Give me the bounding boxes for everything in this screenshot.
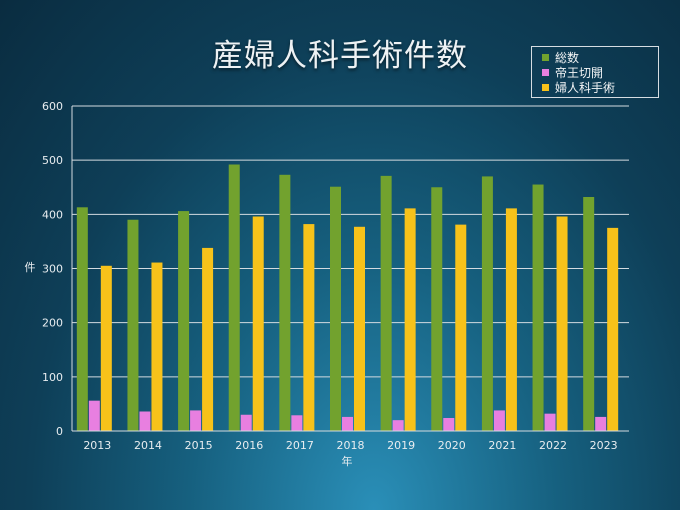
bar-gynecologic-2018 [354, 226, 365, 431]
bar-cesarean-2021 [493, 410, 505, 431]
bar-gynecologic-2022 [556, 216, 568, 431]
legend-item-total: 総数 [542, 50, 658, 65]
bar-gynecologic-2014 [151, 262, 163, 431]
bar-gynecologic-2021 [505, 208, 517, 431]
bar-total-2013 [76, 207, 88, 431]
bar-cesarean-2019 [392, 420, 404, 431]
bar-cesarean-2014 [139, 411, 151, 431]
legend-swatch-cesarean [542, 69, 549, 76]
bar-cesarean-2015 [190, 410, 202, 431]
x-axis-title: 年 [342, 454, 353, 468]
x-tick-label-2017: 2017 [286, 439, 314, 452]
y-tick-label-400: 400 [42, 208, 63, 221]
bar-gynecologic-2015 [202, 247, 214, 431]
x-tick-label-2023: 2023 [590, 439, 618, 452]
bars [76, 164, 619, 431]
axes: 0 100 200 300 400 500 600 2013 2014 2015 2016 2017 2… [42, 100, 629, 452]
bar-gynecologic-2019 [404, 208, 416, 431]
x-tick-label-2020: 2020 [438, 439, 466, 452]
bar-cesarean-2020 [443, 418, 455, 431]
bar-total-2019 [380, 175, 392, 431]
x-tick-label-2018: 2018 [337, 439, 365, 452]
bar-total-2017 [279, 174, 291, 431]
legend-swatch-total [542, 54, 549, 61]
bar-gynecologic-2020 [455, 224, 467, 431]
y-tick-label-100: 100 [42, 371, 63, 384]
bar-gynecologic-2017 [303, 224, 315, 431]
bar-gynecologic-2013 [100, 265, 112, 431]
legend-label-total: 総数 [555, 51, 580, 65]
bar-cesarean-2013 [88, 400, 100, 431]
bar-total-2022 [532, 184, 544, 431]
x-tick-label-2013: 2013 [83, 439, 111, 452]
x-tick-label-2016: 2016 [235, 439, 263, 452]
x-tick-label-2019: 2019 [387, 439, 415, 452]
chart-legend: 総数 帝王切開 婦人科手術 [531, 46, 659, 98]
bar-total-2023 [583, 197, 595, 431]
bar-total-2014 [127, 219, 139, 431]
bar-cesarean-2017 [291, 415, 303, 431]
bar-cesarean-2022 [544, 413, 556, 431]
bar-total-2018 [330, 186, 341, 431]
bar-cesarean-2016 [240, 414, 252, 431]
legend-item-cesarean: 帝王切開 [542, 65, 658, 80]
x-tick-label-2022: 2022 [539, 439, 567, 452]
bar-gynecologic-2023 [607, 227, 619, 431]
chart-title: 産婦人科手術件数 [212, 38, 468, 74]
x-tick-label-2021: 2021 [488, 439, 516, 452]
y-tick-label-0: 0 [56, 425, 63, 438]
bar-cesarean-2018 [342, 416, 353, 431]
x-tick-label-2014: 2014 [134, 439, 162, 452]
y-tick-label-600: 600 [42, 100, 63, 113]
legend-label-cesarean: 帝王切開 [555, 66, 604, 80]
x-tick-label-2015: 2015 [185, 439, 213, 452]
legend-swatch-gynecologic [542, 84, 549, 91]
bar-total-2021 [481, 176, 493, 431]
legend-label-gynecologic: 婦人科手術 [555, 81, 616, 95]
bar-total-2020 [431, 187, 443, 431]
bar-cesarean-2023 [595, 416, 607, 431]
legend-item-gynecologic: 婦人科手術 [542, 80, 658, 95]
y-tick-label-300: 300 [42, 263, 63, 276]
y-axis-title: 件 [25, 261, 36, 274]
bar-total-2016 [228, 164, 240, 431]
y-tick-label-200: 200 [42, 317, 63, 330]
y-tick-label-500: 500 [42, 154, 63, 167]
bar-gynecologic-2016 [252, 216, 264, 431]
bar-total-2015 [178, 211, 190, 431]
